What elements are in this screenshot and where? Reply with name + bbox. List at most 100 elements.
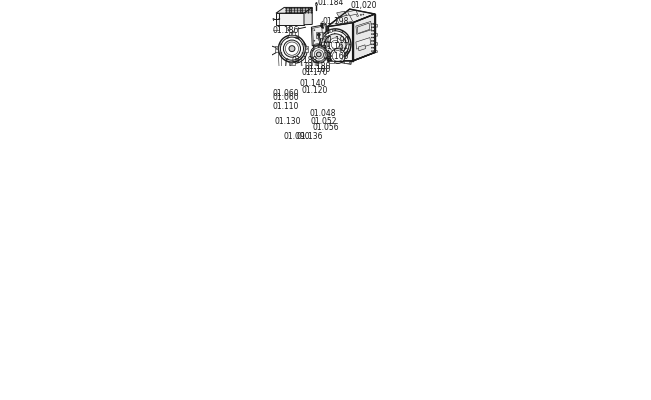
Circle shape	[302, 52, 303, 54]
Circle shape	[325, 50, 326, 51]
Text: 01.136: 01.136	[296, 132, 323, 141]
Circle shape	[327, 37, 329, 38]
Text: 01.190: 01.190	[324, 36, 350, 45]
Text: 01.090: 01.090	[283, 132, 310, 141]
Circle shape	[342, 56, 343, 58]
Circle shape	[287, 37, 288, 39]
Bar	[314, 45, 324, 47]
Circle shape	[329, 38, 342, 51]
Circle shape	[287, 59, 288, 60]
Text: 01.162: 01.162	[323, 42, 350, 51]
Text: 01.052: 01.052	[311, 117, 337, 126]
Polygon shape	[311, 24, 327, 46]
Circle shape	[373, 40, 374, 41]
Polygon shape	[289, 62, 295, 65]
Circle shape	[322, 38, 324, 40]
Circle shape	[316, 52, 321, 57]
Circle shape	[273, 18, 274, 20]
Polygon shape	[327, 23, 353, 61]
Text: 01.056: 01.056	[312, 123, 339, 132]
Circle shape	[318, 39, 320, 40]
Text: 01.198: 01.198	[323, 17, 350, 26]
Bar	[316, 32, 323, 38]
Circle shape	[276, 48, 278, 50]
Circle shape	[373, 47, 374, 48]
Circle shape	[281, 52, 282, 54]
Polygon shape	[348, 10, 357, 16]
Polygon shape	[357, 23, 370, 34]
Text: 01.188: 01.188	[292, 56, 318, 66]
Circle shape	[327, 50, 329, 51]
Text: 01.186: 01.186	[273, 26, 299, 34]
Circle shape	[349, 44, 350, 45]
Circle shape	[281, 44, 282, 45]
Circle shape	[327, 28, 329, 29]
Polygon shape	[356, 22, 372, 34]
Polygon shape	[327, 29, 353, 64]
Circle shape	[327, 33, 329, 34]
Circle shape	[325, 48, 326, 49]
Circle shape	[312, 50, 313, 51]
Circle shape	[330, 49, 345, 64]
Circle shape	[340, 61, 341, 62]
Text: 01.180: 01.180	[305, 65, 331, 74]
Circle shape	[340, 50, 341, 51]
Circle shape	[314, 30, 315, 31]
Text: 01.048: 01.048	[310, 109, 337, 118]
Circle shape	[318, 47, 320, 48]
Circle shape	[279, 35, 305, 62]
Circle shape	[315, 4, 317, 6]
Circle shape	[318, 33, 320, 36]
Circle shape	[347, 51, 348, 52]
Circle shape	[320, 44, 322, 45]
Circle shape	[291, 63, 293, 64]
Circle shape	[373, 27, 374, 28]
Circle shape	[314, 40, 315, 41]
Text: 01.060: 01.060	[273, 93, 299, 102]
Circle shape	[341, 35, 342, 36]
Circle shape	[347, 37, 348, 38]
Circle shape	[288, 27, 290, 29]
Circle shape	[373, 44, 374, 45]
Circle shape	[289, 46, 295, 52]
Text: 01.184: 01.184	[317, 0, 343, 7]
Circle shape	[279, 18, 280, 20]
Circle shape	[306, 48, 308, 50]
Text: 01.130: 01.130	[275, 117, 301, 126]
Circle shape	[324, 41, 325, 42]
Polygon shape	[336, 15, 353, 24]
Polygon shape	[275, 46, 279, 52]
Circle shape	[360, 14, 361, 16]
Circle shape	[318, 61, 320, 62]
Circle shape	[330, 30, 333, 32]
Circle shape	[318, 36, 320, 38]
Polygon shape	[353, 14, 375, 61]
Circle shape	[296, 37, 297, 39]
Bar	[329, 61, 334, 63]
Circle shape	[327, 56, 329, 58]
Circle shape	[327, 54, 329, 56]
Polygon shape	[359, 45, 365, 51]
Circle shape	[285, 42, 299, 55]
Text: 01,020: 01,020	[351, 1, 378, 10]
Bar	[344, 61, 350, 63]
Circle shape	[282, 38, 307, 63]
Circle shape	[342, 32, 343, 33]
Circle shape	[320, 29, 351, 60]
Circle shape	[331, 40, 339, 49]
Circle shape	[322, 51, 324, 52]
Circle shape	[291, 33, 293, 35]
Circle shape	[283, 40, 301, 57]
Circle shape	[281, 37, 303, 60]
Text: 01.060: 01.060	[273, 89, 299, 98]
Circle shape	[333, 51, 343, 62]
Text: 01.120: 01.120	[301, 86, 327, 95]
Circle shape	[322, 37, 324, 38]
Circle shape	[312, 48, 326, 61]
Circle shape	[314, 50, 324, 59]
Circle shape	[335, 30, 336, 31]
Polygon shape	[289, 32, 295, 35]
Circle shape	[298, 37, 299, 39]
Circle shape	[334, 61, 335, 62]
Circle shape	[335, 55, 337, 56]
